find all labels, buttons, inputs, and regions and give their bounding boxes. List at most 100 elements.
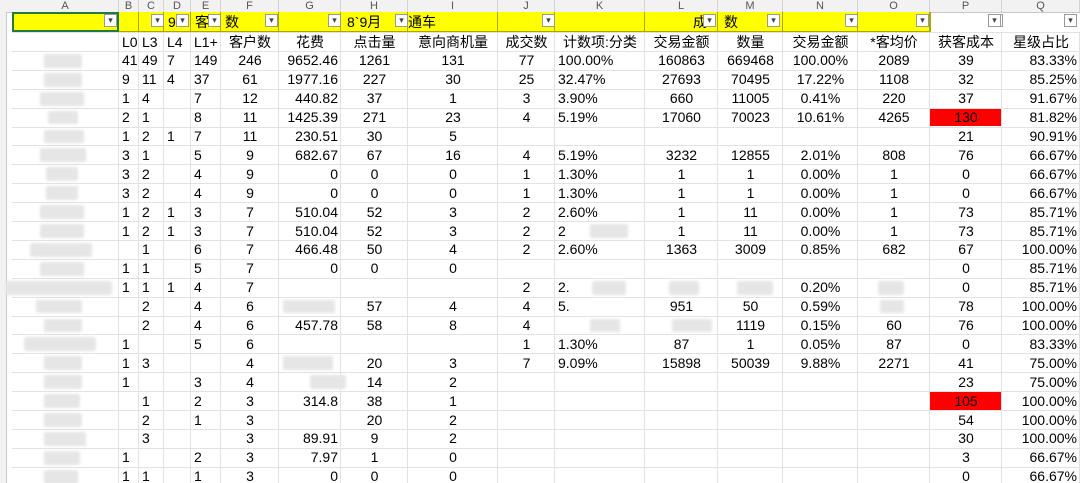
data-cell[interactable]: 4: [522, 146, 531, 163]
filter-cell-h[interactable]: 8`9月: [341, 12, 408, 32]
data-cell[interactable]: 100.00%: [1021, 298, 1077, 315]
data-cell[interactable]: [408, 335, 498, 354]
data-cell[interactable]: [164, 448, 191, 467]
filter-dropdown-button-j[interactable]: ▾: [542, 14, 555, 27]
data-cell[interactable]: 220: [882, 90, 906, 107]
data-cell[interactable]: [279, 411, 341, 430]
data-cell[interactable]: [119, 429, 139, 448]
data-cell[interactable]: 3: [194, 373, 202, 390]
data-cell[interactable]: 2: [142, 184, 150, 201]
data-cell[interactable]: 0: [370, 165, 379, 182]
data-cell[interactable]: 2: [522, 222, 531, 239]
data-cell[interactable]: 0.41%: [800, 90, 841, 107]
column-header-m[interactable]: M: [718, 0, 783, 12]
data-cell[interactable]: 89.91: [302, 430, 338, 447]
data-cell[interactable]: [139, 373, 164, 392]
filter-dropdown-button-n[interactable]: ▾: [845, 14, 858, 27]
data-cell[interactable]: [139, 448, 164, 467]
data-cell[interactable]: 5.19%: [558, 146, 598, 163]
data-cell[interactable]: 9652.46: [287, 52, 338, 69]
data-cell[interactable]: 1: [890, 165, 898, 182]
data-cell[interactable]: [164, 89, 191, 108]
data-cell[interactable]: 75.00%: [1029, 373, 1077, 390]
column-header-l[interactable]: L: [645, 0, 718, 12]
data-cell[interactable]: 466.48: [295, 241, 338, 258]
data-cell[interactable]: 3: [246, 411, 254, 428]
data-cell[interactable]: 1: [194, 411, 202, 428]
data-cell[interactable]: 9: [246, 184, 254, 201]
data-cell[interactable]: 3: [142, 354, 150, 371]
data-cell[interactable]: 4: [449, 241, 457, 258]
data-cell[interactable]: [498, 259, 555, 278]
data-cell[interactable]: [718, 259, 783, 278]
data-cell[interactable]: [645, 373, 718, 392]
data-cell[interactable]: 1: [142, 241, 150, 258]
data-cell[interactable]: [498, 429, 555, 448]
data-cell[interactable]: 1: [746, 184, 755, 201]
data-cell[interactable]: 37: [958, 90, 974, 107]
data-cell[interactable]: 3: [962, 449, 970, 466]
filter-cell-i[interactable]: 通车: [408, 12, 498, 32]
data-cell[interactable]: 4265: [878, 109, 910, 126]
data-cell[interactable]: 0: [370, 260, 379, 277]
data-cell[interactable]: 52: [366, 222, 383, 239]
data-cell[interactable]: 9.88%: [800, 354, 841, 371]
data-cell[interactable]: 3: [449, 203, 457, 220]
column-header-p[interactable]: P: [930, 0, 1002, 12]
data-cell[interactable]: 1: [677, 203, 686, 220]
data-cell[interactable]: 1: [167, 203, 175, 220]
data-cell[interactable]: [783, 392, 858, 411]
data-cell[interactable]: [279, 335, 341, 354]
data-cell[interactable]: 1: [677, 222, 686, 239]
column-title[interactable]: L4: [167, 33, 183, 50]
data-cell[interactable]: 1119: [735, 317, 766, 333]
data-cell[interactable]: [858, 373, 930, 392]
data-cell[interactable]: 7: [194, 128, 202, 144]
data-cell[interactable]: [718, 127, 783, 146]
data-cell[interactable]: 1: [370, 449, 379, 466]
data-cell[interactable]: 66.67%: [1029, 449, 1077, 466]
data-cell[interactable]: [164, 259, 191, 278]
data-cell[interactable]: 6: [246, 335, 254, 352]
data-cell[interactable]: 2: [142, 203, 150, 220]
data-cell[interactable]: 0: [370, 184, 379, 201]
data-cell[interactable]: [498, 392, 555, 411]
data-cell[interactable]: [119, 316, 139, 335]
data-cell[interactable]: 3: [142, 430, 150, 447]
data-cell[interactable]: 1261: [358, 52, 391, 69]
data-cell[interactable]: [858, 411, 930, 430]
data-cell[interactable]: 4: [522, 317, 531, 333]
data-cell[interactable]: 510.04: [295, 203, 338, 220]
data-cell[interactable]: 11: [743, 222, 758, 239]
filter-cell-o[interactable]: [858, 12, 930, 32]
data-cell[interactable]: 5: [449, 128, 457, 144]
data-cell[interactable]: 2.01%: [800, 146, 841, 163]
data-cell[interactable]: 100.00%: [1021, 241, 1077, 258]
data-cell[interactable]: 1: [522, 165, 531, 182]
data-cell[interactable]: 2: [449, 430, 457, 447]
column-header-i[interactable]: I: [408, 0, 498, 12]
data-cell[interactable]: 9.09%: [558, 354, 598, 371]
data-cell[interactable]: 0: [370, 468, 379, 483]
data-cell[interactable]: [164, 354, 191, 373]
data-cell[interactable]: 457.78: [295, 317, 338, 333]
data-cell[interactable]: 52: [366, 203, 383, 220]
data-cell[interactable]: [858, 467, 930, 483]
data-cell[interactable]: [164, 184, 191, 203]
data-cell[interactable]: 246: [238, 52, 262, 69]
data-cell[interactable]: 100.00%: [1021, 430, 1077, 447]
data-cell[interactable]: 91.67%: [1029, 90, 1077, 107]
data-cell[interactable]: 90.91%: [1029, 128, 1077, 144]
data-cell[interactable]: 0.15%: [800, 317, 841, 333]
data-cell[interactable]: 440.82: [295, 90, 338, 107]
data-cell[interactable]: [164, 146, 191, 165]
data-cell[interactable]: [164, 392, 191, 411]
column-header-k[interactable]: K: [555, 0, 645, 12]
data-cell[interactable]: 49: [142, 52, 158, 69]
data-cell[interactable]: 149: [194, 52, 218, 69]
data-cell[interactable]: 5: [194, 260, 202, 277]
data-cell[interactable]: [119, 297, 139, 316]
data-cell[interactable]: 3.90%: [558, 90, 598, 107]
data-cell[interactable]: 2: [522, 203, 531, 220]
column-title[interactable]: *客均价: [870, 33, 918, 50]
